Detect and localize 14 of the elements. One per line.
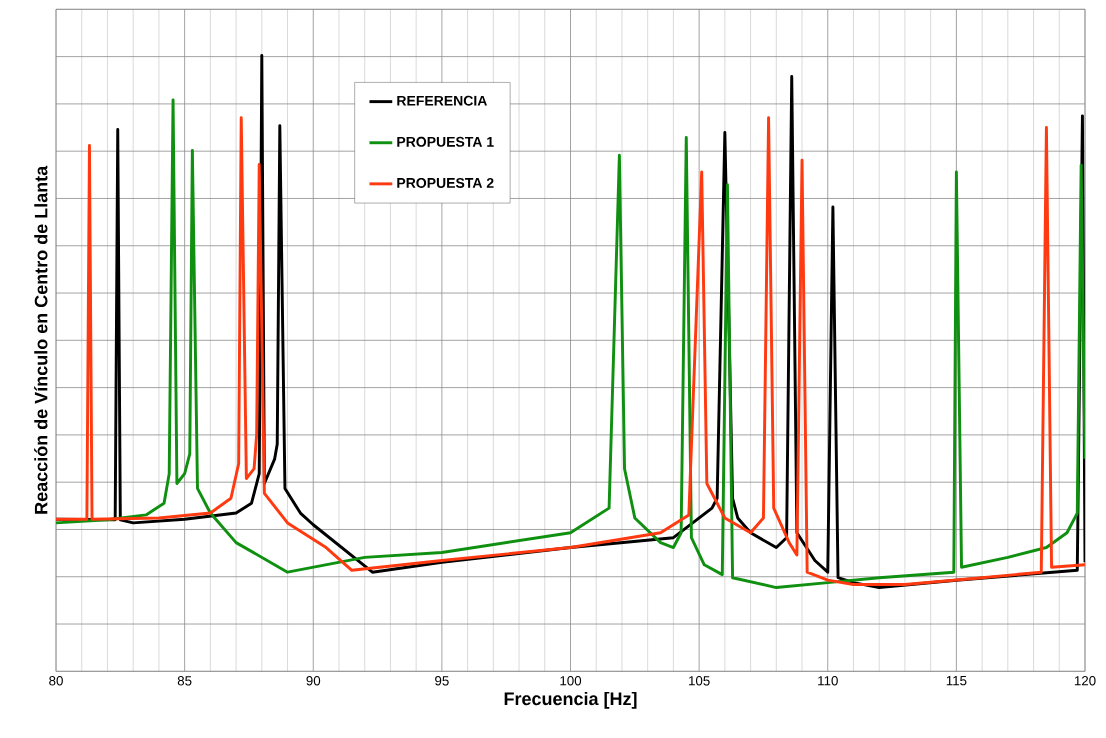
- legend-label: REFERENCIA: [397, 95, 487, 106]
- x-tick-label: 85: [177, 676, 192, 686]
- x-tick-label: 90: [306, 676, 321, 686]
- x-tick-label: 110: [818, 676, 838, 686]
- x-tick-label: 105: [689, 676, 710, 686]
- x-tick-label: 120: [1074, 676, 1096, 686]
- x-tick-label: 115: [946, 676, 967, 686]
- x-tick-label: 100: [560, 676, 582, 686]
- legend-label: PROPUESTA 2: [397, 177, 494, 188]
- x-axis-title: Frecuencia [Hz]: [504, 691, 637, 709]
- y-axis-title: Reacción de Vínculo en Centro de Llanta: [34, 165, 48, 514]
- x-tick-label: 95: [435, 676, 449, 686]
- legend-label: PROPUESTA 1: [397, 136, 494, 147]
- x-tick-label: 80: [49, 676, 63, 686]
